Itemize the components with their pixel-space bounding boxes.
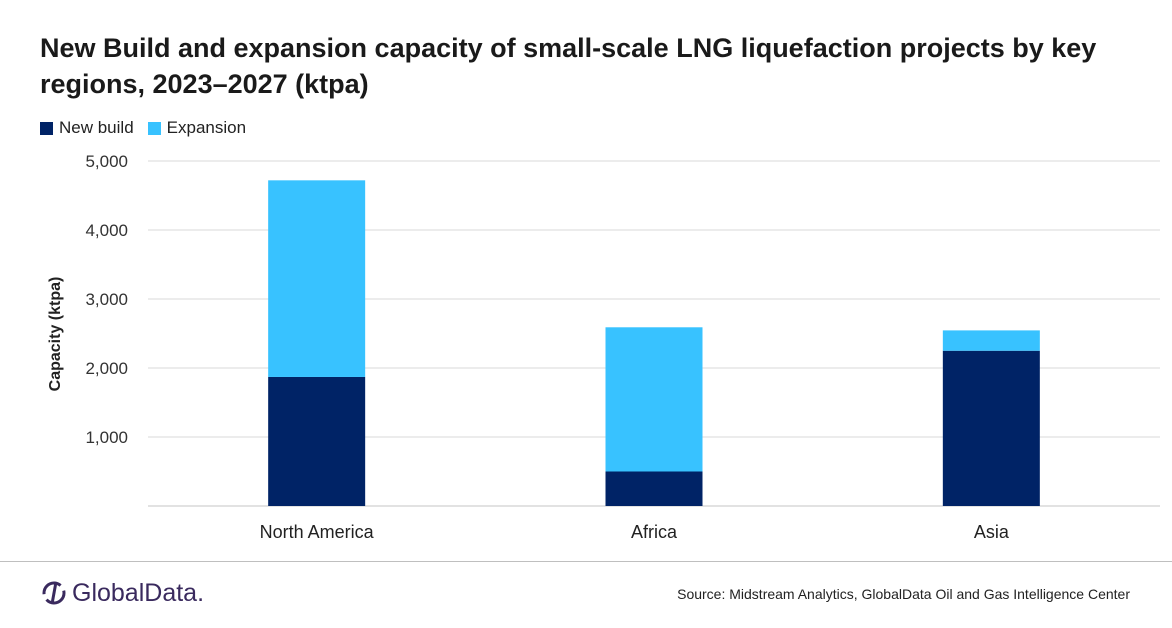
bar-expansion — [605, 327, 703, 472]
legend-label: Expansion — [166, 118, 247, 137]
y-axis-label: Capacity (ktpa) — [47, 277, 64, 392]
globaldata-logo: GlobalData. — [40, 578, 204, 608]
bar-new-build — [605, 471, 703, 506]
y-tick-label: 2,000 — [85, 359, 128, 378]
y-tick-label: 3,000 — [85, 290, 128, 309]
y-tick-label: 1,000 — [85, 428, 128, 447]
x-tick-label: Africa — [631, 522, 678, 542]
legend-item-new-build: New build — [40, 118, 134, 138]
x-tick-label: Asia — [974, 522, 1010, 542]
bar-new-build — [942, 350, 1040, 506]
footer-divider — [0, 561, 1172, 562]
bar-expansion — [942, 330, 1040, 351]
globaldata-logo-icon — [42, 581, 66, 605]
x-tick-label: North America — [260, 522, 375, 542]
legend-label: New build — [59, 118, 134, 137]
legend: New build Expansion — [40, 118, 246, 138]
logo-text: GlobalData. — [72, 578, 205, 607]
bar-new-build — [268, 376, 366, 506]
legend-swatch-expansion — [147, 121, 161, 135]
source-note: Source: Midstream Analytics, GlobalData … — [677, 586, 1130, 602]
y-tick-label: 5,000 — [85, 152, 128, 171]
legend-item-expansion: Expansion — [147, 118, 247, 138]
legend-swatch-new-build — [40, 121, 53, 135]
bar-expansion — [268, 180, 366, 377]
chart-title: New Build and expansion capacity of smal… — [40, 33, 1097, 99]
chart-plot: 1,000 2,000 3,000 4,000 5,000 Capacity (ktpa)… — [47, 152, 1160, 542]
y-tick-label: 4,000 — [85, 221, 128, 240]
